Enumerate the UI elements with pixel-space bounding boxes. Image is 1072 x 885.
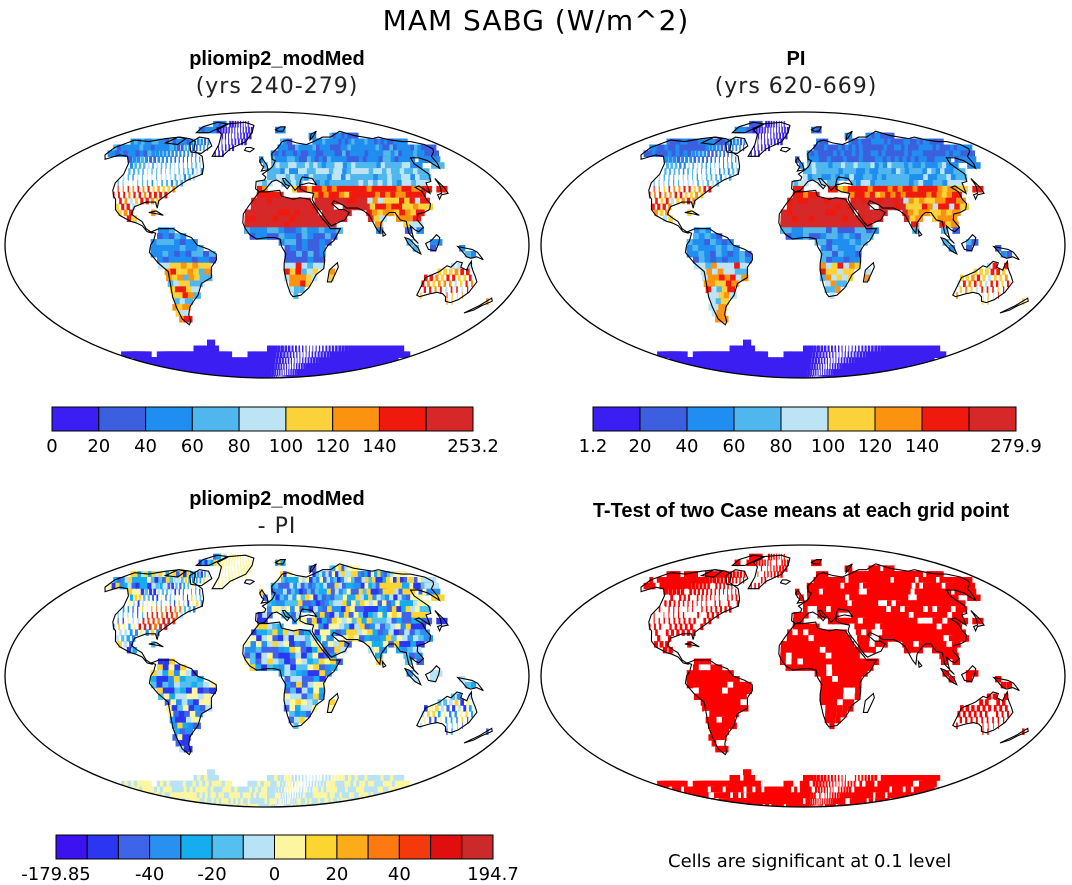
colorbar-top-left bbox=[51, 406, 474, 432]
colorbar-tick-label: 40 bbox=[675, 436, 699, 457]
colorbar-tick-label: 40 bbox=[134, 436, 157, 457]
map-bottom-left bbox=[4, 544, 530, 808]
colorbar-tick-label: 60 bbox=[180, 436, 204, 457]
colorbar-tick-label: 120 bbox=[315, 436, 350, 457]
colorbar-top-left-swatch bbox=[98, 406, 147, 432]
colorbar-tick-label: 20 bbox=[325, 864, 349, 885]
map-background-bottom-left bbox=[5, 545, 529, 807]
colorbar-tick-label: 120 bbox=[857, 436, 893, 457]
colorbar-top-left-swatch bbox=[145, 406, 193, 432]
colorbar-bottom-left-swatch bbox=[336, 834, 369, 860]
colorbar-top-right bbox=[592, 406, 1017, 432]
map-background-bottom-right bbox=[541, 545, 1065, 807]
colorbar-top-left-swatch bbox=[51, 406, 100, 432]
colorbar-tick-label: 60 bbox=[722, 436, 746, 457]
colorbar-top-left-swatch bbox=[238, 406, 287, 432]
colorbar-bottom-left-swatch bbox=[274, 834, 307, 860]
colorbar-tick-label: 20 bbox=[628, 436, 652, 457]
coastlines-top-right bbox=[640, 121, 1029, 326]
colorbar-bottom-left-swatch bbox=[86, 834, 119, 860]
colorbar-tick-label: 40 bbox=[387, 864, 411, 885]
coastlines-bottom-right bbox=[640, 554, 1029, 756]
colorbar-bottom-left-swatch bbox=[211, 834, 244, 860]
colorbar-tick-label: -40 bbox=[134, 864, 165, 885]
colorbar-tick-label: 20 bbox=[87, 436, 111, 457]
grid-cells-top-right bbox=[643, 120, 1025, 378]
colorbar-top-left-swatch bbox=[425, 406, 474, 432]
colorbar-top-right-swatch bbox=[921, 406, 970, 432]
panel-title-bottom-left: pliomip2_modMed bbox=[189, 488, 365, 510]
colorbar-bottom-left-swatch bbox=[367, 834, 400, 860]
colorbar-tick-label: -179.85 bbox=[21, 864, 91, 885]
colorbar-top-left-swatch bbox=[285, 406, 334, 432]
colorbar-top-left-swatch bbox=[191, 406, 240, 432]
colorbar-tick-label: 279.9 bbox=[990, 436, 1042, 457]
colorbar-top-left-swatch bbox=[378, 406, 427, 432]
colorbar-top-left-swatch bbox=[332, 406, 381, 432]
map-top-right bbox=[540, 111, 1066, 379]
colorbar-tick-label: 1.2 bbox=[578, 436, 608, 457]
colorbar-bottom-left-swatch bbox=[242, 834, 276, 860]
map-border-bottom-left bbox=[4, 544, 530, 808]
panel-subtitle-top-right: (yrs 620-669) bbox=[714, 74, 878, 99]
colorbar-tick-label: 140 bbox=[904, 436, 940, 457]
colorbar-top-right-swatch bbox=[968, 406, 1017, 432]
colorbar-bottom-left-swatch bbox=[305, 834, 338, 860]
colorbar-top-right-swatch bbox=[874, 406, 923, 432]
coastlines-bottom-left bbox=[104, 554, 493, 756]
colorbar-bottom-left-swatch bbox=[430, 834, 463, 860]
colorbar-bottom-left-swatch bbox=[55, 834, 88, 860]
colorbar-tick-label: 80 bbox=[769, 436, 793, 457]
colorbar-tick-label: 194.7 bbox=[467, 864, 519, 885]
significance-note: Cells are significant at 0.1 level bbox=[668, 851, 952, 872]
colorbar-bottom-left-swatch bbox=[117, 834, 151, 860]
colorbar-top-right-swatch bbox=[780, 406, 829, 432]
panel-title-bottom-right: T-Test of two Case means at each grid po… bbox=[592, 500, 1010, 522]
colorbar-top-right-swatch bbox=[827, 406, 876, 432]
colorbar-tick-label: 100 bbox=[810, 436, 846, 457]
colorbar-tick-label: 0 bbox=[46, 436, 58, 457]
panel-title-top-right: PI bbox=[786, 48, 806, 70]
map-border-top-right bbox=[540, 111, 1066, 379]
panel-title-top-left: pliomip2_modMed bbox=[189, 48, 365, 70]
colorbar-top-right-swatch bbox=[592, 406, 641, 432]
colorbar-bottom-left-swatch bbox=[461, 834, 494, 860]
colorbar-tick-label: 80 bbox=[227, 436, 251, 457]
map-bottom-right bbox=[540, 544, 1066, 808]
colorbar-bottom-left-swatch bbox=[180, 834, 213, 860]
colorbar-tick-label: 253.2 bbox=[447, 436, 499, 457]
colorbar-bottom-left-swatch bbox=[149, 834, 182, 860]
map-border-top-left bbox=[4, 111, 530, 379]
map-background-top-right bbox=[541, 112, 1065, 378]
colorbar-bottom-left-swatch bbox=[398, 834, 432, 860]
colorbar-top-right-swatch bbox=[733, 406, 782, 432]
map-top-left bbox=[4, 111, 530, 379]
colorbar-tick-label: 140 bbox=[362, 436, 397, 457]
colorbar-tick-label: 0 bbox=[268, 864, 281, 885]
colorbar-tick-label: -20 bbox=[197, 864, 227, 885]
coastlines-top-left bbox=[104, 121, 493, 326]
colorbar-bottom-left bbox=[55, 834, 494, 860]
colorbar-tick-label: 100 bbox=[268, 436, 304, 457]
map-background-top-left bbox=[5, 112, 529, 378]
figure-title: MAM SABG (W/m^2) bbox=[382, 4, 690, 37]
colorbar-top-right-swatch bbox=[639, 406, 688, 432]
map-border-bottom-right bbox=[540, 544, 1066, 808]
panel-subtitle-top-left: (yrs 240-279) bbox=[195, 74, 359, 99]
panel-subtitle-bottom-left: - PI bbox=[257, 514, 297, 539]
colorbar-top-right-swatch bbox=[686, 406, 735, 432]
